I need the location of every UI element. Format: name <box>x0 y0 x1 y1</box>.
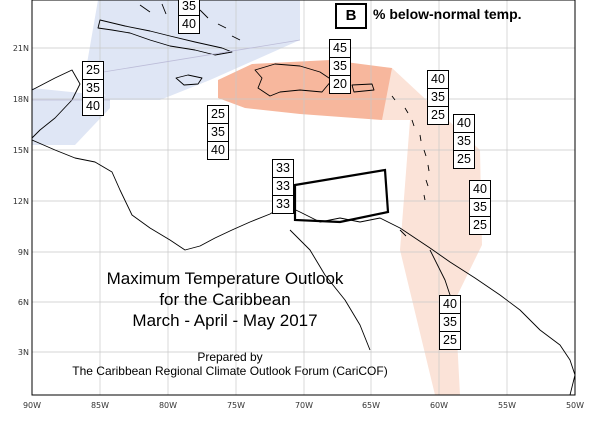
prob-value: 35 <box>83 80 103 98</box>
lon-label: 75W <box>227 401 245 410</box>
jamaica-coastline <box>175 74 203 86</box>
legend-key-badge: B <box>335 3 367 29</box>
prob-value: 25 <box>83 62 103 80</box>
prob-value: 40 <box>211 143 225 157</box>
bahamas-islands <box>139 3 241 41</box>
title-line: for the Caribbean <box>159 290 291 309</box>
plot-frame <box>31 0 576 396</box>
prob-value: 25 <box>473 218 487 232</box>
lat-label: 3N <box>18 348 29 357</box>
prob-value: 40 <box>182 17 196 31</box>
prob-box-windward-islands: 40 35 25 <box>453 114 475 169</box>
prob-box-hispaniola: 45 35 20 <box>329 39 351 94</box>
credit-line: The Caribbean Regional Climate Outlook F… <box>72 364 388 378</box>
prob-value: 35 <box>179 0 199 16</box>
prob-value: 25 <box>431 108 445 122</box>
credit-line: Prepared by <box>197 350 263 364</box>
latitude-labels: 21N 18N 15N 12N 9N 6N 3N <box>13 44 29 357</box>
lon-label: 90W <box>23 401 41 410</box>
puerto-rico-coastline <box>351 83 375 93</box>
lon-label: 55W <box>498 401 516 410</box>
prob-value: 33 <box>273 178 293 196</box>
prob-value: 35 <box>208 124 228 142</box>
prob-value: 35 <box>454 133 474 151</box>
cuba-coastline <box>97 19 233 56</box>
prob-value: 33 <box>276 197 290 211</box>
prob-box-bahamas: 35 40 <box>178 0 200 34</box>
prob-box-western-caribbean: 25 35 40 <box>207 105 229 160</box>
lon-label: 70W <box>295 401 313 410</box>
prob-value: 25 <box>457 152 471 166</box>
lesser-antilles <box>391 95 430 237</box>
prob-value: 25 <box>443 333 457 347</box>
title-line: March - April - May 2017 <box>132 311 318 330</box>
lat-label: 12N <box>13 197 29 206</box>
prob-box-northern-lesser-antilles: 40 35 25 <box>427 70 449 125</box>
lat-label: 15N <box>13 146 29 155</box>
prob-box-barbados: 40 35 25 <box>469 180 491 235</box>
map-title: Maximum Temperature Outlook for the Cari… <box>60 268 390 331</box>
lat-label: 18N <box>13 95 29 104</box>
orange-zone-hispaniola <box>218 60 392 120</box>
title-line: Maximum Temperature Outlook <box>106 269 344 288</box>
lon-label: 60W <box>430 401 448 410</box>
prob-box-abc-islands: 33 33 33 <box>272 159 294 214</box>
longitude-labels: 90W 85W 80W 75W 70W 65W 60W 55W 50W <box>23 401 584 410</box>
lon-label: 85W <box>91 401 109 410</box>
lon-label: 65W <box>362 401 380 410</box>
prob-value: 40 <box>440 296 460 314</box>
prob-value: 35 <box>330 58 350 76</box>
prob-value: 40 <box>428 71 448 89</box>
hispaniola-coastline <box>254 63 333 97</box>
legend-label: % below-normal temp. <box>373 6 522 22</box>
prob-value: 40 <box>470 181 490 199</box>
yucatan-coastline <box>31 69 81 139</box>
lon-label: 50W <box>566 401 584 410</box>
central-america-coastline <box>31 139 271 251</box>
credit-block: Prepared by The Caribbean Regional Clima… <box>40 350 420 378</box>
grid <box>32 0 575 395</box>
prob-box-yucatan: 25 35 40 <box>82 61 104 116</box>
lat-label: 6N <box>18 298 29 307</box>
prob-value: 40 <box>86 99 100 113</box>
prob-value: 20 <box>333 77 347 91</box>
lon-label: 80W <box>159 401 177 410</box>
prob-value: 35 <box>470 199 490 217</box>
prob-box-guianas: 40 35 25 <box>439 295 461 350</box>
lat-label: 21N <box>13 44 29 53</box>
prob-value: 40 <box>454 115 474 133</box>
prob-value: 35 <box>440 314 460 332</box>
prob-value: 33 <box>273 160 293 178</box>
prob-value: 45 <box>330 40 350 58</box>
prob-value: 25 <box>208 106 228 124</box>
abc-region-outline <box>293 168 390 224</box>
lat-label: 9N <box>18 248 29 257</box>
prob-value: 35 <box>428 89 448 107</box>
